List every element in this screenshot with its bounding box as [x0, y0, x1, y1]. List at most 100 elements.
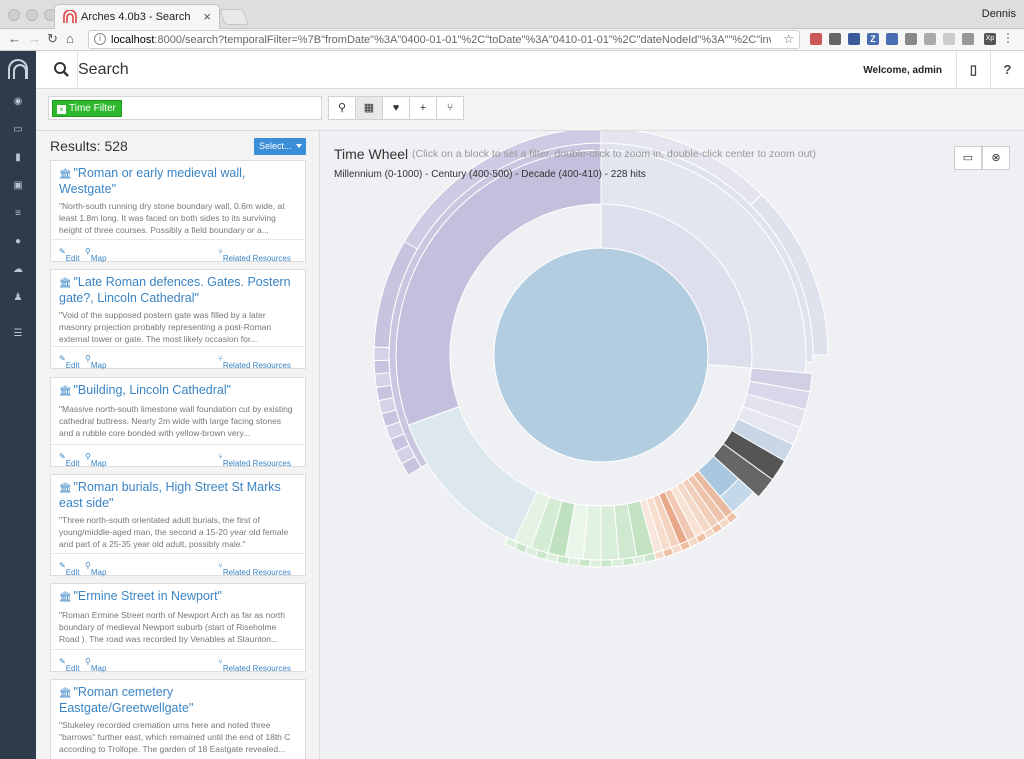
- browser-profile-name[interactable]: Dennis: [981, 8, 1016, 20]
- wheel-segment[interactable]: [556, 554, 570, 565]
- edit-link[interactable]: ✎ Edit: [59, 247, 80, 263]
- caret-down-icon: [296, 144, 302, 148]
- close-tab-icon[interactable]: ×: [203, 9, 211, 24]
- search-icon[interactable]: [46, 51, 78, 89]
- wheel-segment[interactable]: [611, 558, 624, 568]
- wheel-segment[interactable]: [373, 359, 391, 375]
- remove-tag-icon[interactable]: ×: [57, 105, 66, 114]
- wheel-segment[interactable]: [750, 193, 829, 356]
- map-link[interactable]: ⚲ Map: [85, 452, 107, 468]
- wheel-segment[interactable]: [374, 372, 392, 388]
- map-link[interactable]: ⚲ Map: [85, 657, 107, 673]
- extension-icon[interactable]: [905, 33, 917, 45]
- wheel-center[interactable]: [493, 247, 709, 463]
- reset-zoom-icon[interactable]: ⊗: [982, 146, 1010, 170]
- user-icon[interactable]: ♟: [13, 292, 23, 303]
- extension-icon[interactable]: [924, 33, 936, 45]
- extension-icon[interactable]: [829, 33, 841, 45]
- bookmark-star-icon[interactable]: ☆: [783, 32, 794, 46]
- reload-icon[interactable]: ↻: [47, 31, 58, 46]
- globe-icon[interactable]: ●: [14, 236, 22, 247]
- browser-tab[interactable]: Arches 4.0b3 - Search ×: [54, 4, 220, 30]
- browser-menu-icon[interactable]: ⋮: [1002, 31, 1014, 45]
- result-card[interactable]: 🏛 "Roman cemetery Eastgate/Greetwellgate…: [50, 679, 306, 759]
- time-wheel-chart[interactable]: [320, 131, 1024, 759]
- result-card[interactable]: 🏛 "Roman or early medieval wall, Westgat…: [50, 160, 306, 263]
- info-icon[interactable]: i: [94, 33, 106, 45]
- saved-searches-button[interactable]: ♥: [382, 96, 410, 120]
- result-card[interactable]: 🏛 "Late Roman defences. Gates. Postern g…: [50, 269, 306, 370]
- result-title[interactable]: 🏛 "Building, Lincoln Cathedral": [59, 383, 232, 397]
- menu-lines-icon[interactable]: ☰: [13, 328, 23, 339]
- result-title[interactable]: 🏛 "Roman burials, High Street St Marks e…: [59, 480, 281, 510]
- back-arrow-icon[interactable]: ←: [8, 31, 21, 46]
- edit-link[interactable]: ✎ Edit: [59, 452, 80, 468]
- wheel-segment[interactable]: [600, 559, 613, 568]
- wheel-segment[interactable]: [403, 131, 602, 250]
- advanced-search-button[interactable]: +: [409, 96, 437, 120]
- wheel-segment[interactable]: [373, 346, 390, 362]
- wheel-segment[interactable]: [578, 558, 591, 568]
- time-wheel-panel: Time Wheel (Click on a block to set a fi…: [320, 131, 1024, 759]
- result-title[interactable]: 🏛 "Late Roman defences. Gates. Postern g…: [59, 275, 291, 305]
- dashboard-icon[interactable]: ◉: [13, 96, 23, 107]
- related-resources-link[interactable]: ⑂ Related Resources: [218, 452, 291, 468]
- bank-icon: 🏛: [59, 688, 72, 699]
- related-resources-link[interactable]: ⑂ Related Resources: [218, 657, 291, 673]
- window-minimize-control[interactable]: [26, 9, 38, 21]
- edit-link[interactable]: ✎ Edit: [59, 561, 80, 577]
- extension-icon[interactable]: [962, 33, 974, 45]
- xp-extension-icon[interactable]: Xp: [984, 33, 996, 45]
- address-url[interactable]: localhost:8000/search?temporalFilter=%7B…: [111, 34, 771, 46]
- result-title[interactable]: 🏛 "Roman or early medieval wall, Westgat…: [59, 166, 246, 196]
- extension-icon[interactable]: [886, 33, 898, 45]
- map-link[interactable]: ⚲ Map: [85, 354, 107, 370]
- map-filter-button[interactable]: ⚲: [328, 96, 356, 120]
- result-title[interactable]: 🏛 "Ermine Street in Newport": [59, 589, 222, 603]
- forward-arrow-icon[interactable]: →: [28, 31, 41, 46]
- bookmark-icon[interactable]: ▮: [15, 152, 21, 163]
- related-resources-link[interactable]: ⑂ Related Resources: [218, 247, 291, 263]
- welcome-user[interactable]: Welcome, admin: [863, 65, 942, 76]
- time-filter-tag[interactable]: × Time Filter: [52, 100, 122, 117]
- time-filter-button[interactable]: ▦: [355, 96, 383, 120]
- related-resources-button[interactable]: ⑂: [436, 96, 464, 120]
- edit-link[interactable]: ✎ Edit: [59, 657, 80, 673]
- list-icon[interactable]: ≡: [15, 208, 21, 219]
- wheel-segment[interactable]: [375, 384, 394, 402]
- wheel-segment[interactable]: [567, 556, 581, 567]
- resource-manager-icon[interactable]: ▭: [13, 124, 23, 135]
- extension-icon[interactable]: [943, 33, 955, 45]
- result-actions: ✎ Edit ⚲ Map ⑂ Related Resources: [51, 346, 305, 370]
- window-close-control[interactable]: [8, 9, 20, 21]
- new-tab-button[interactable]: [219, 9, 249, 25]
- result-card[interactable]: 🏛 "Ermine Street in Newport" "Roman Ermin…: [50, 583, 306, 673]
- result-actions: ✎ Edit ⚲ Map ⑂ Related Resources: [51, 553, 305, 577]
- home-icon[interactable]: ⌂: [66, 31, 74, 46]
- wheel-segment[interactable]: [621, 556, 635, 567]
- related-resources-link[interactable]: ⑂ Related Resources: [218, 354, 291, 370]
- wheel-segment[interactable]: [632, 554, 646, 565]
- wheel-segment[interactable]: [504, 536, 519, 550]
- edit-link[interactable]: ✎ Edit: [59, 354, 80, 370]
- result-title[interactable]: 🏛 "Roman cemetery Eastgate/Greetwellgate…: [59, 685, 194, 715]
- related-resources-link[interactable]: ⑂ Related Resources: [218, 561, 291, 577]
- maximize-window-icon[interactable]: ▭: [954, 146, 982, 170]
- cloud-upload-icon[interactable]: ☁: [13, 264, 23, 275]
- address-bar[interactable]: i localhost:8000/search?temporalFilter=%…: [88, 30, 800, 49]
- map-link[interactable]: ⚲ Map: [85, 561, 107, 577]
- select-dropdown[interactable]: Select...: [254, 138, 306, 155]
- result-card[interactable]: 🏛 "Roman burials, High Street St Marks e…: [50, 474, 306, 577]
- arches-logo-icon[interactable]: [8, 59, 28, 79]
- search-filter-input[interactable]: × Time Filter: [48, 96, 322, 120]
- notifications-icon[interactable]: ▯: [956, 51, 990, 89]
- wheel-segment[interactable]: [589, 559, 602, 568]
- map-link[interactable]: ⚲ Map: [85, 247, 107, 263]
- extension-icon[interactable]: [810, 33, 822, 45]
- zotero-extension-icon[interactable]: Z: [867, 33, 879, 45]
- calendar-icon[interactable]: ▣: [13, 180, 23, 191]
- extension-icon[interactable]: [848, 33, 860, 45]
- help-button[interactable]: ?: [990, 51, 1024, 89]
- wheel-segment[interactable]: [653, 549, 666, 561]
- result-card[interactable]: 🏛 "Building, Lincoln Cathedral" "Massive …: [50, 377, 306, 468]
